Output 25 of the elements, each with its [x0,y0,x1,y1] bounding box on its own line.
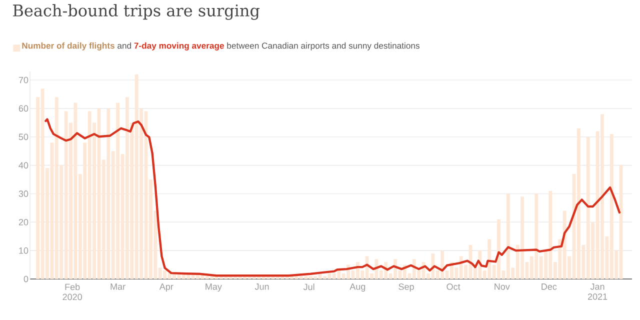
text: and [118,42,131,49]
x-tick-label: Mar [110,284,126,290]
x-tick-label: Oct [446,284,460,290]
x-tick-label: Jul [303,284,314,290]
chart-title: Beach-bound trips are surging [13,4,260,20]
x-tick-label: Jan 2021 [588,284,608,300]
y-tick-label: 20 [18,218,28,226]
x-tick-label: Apr [159,284,174,292]
y-tick-label: 70 [18,76,28,84]
x-tick-label: Dec [542,284,557,290]
x-tick-label: Feb 2020 [62,284,82,300]
x-tick-label: Sep [398,284,414,292]
legend-label: Number of daily flights [22,42,114,50]
x-tick-label: May [206,284,222,292]
y-tick-label: 50 [18,134,28,140]
y-tick-label: 10 [19,247,28,254]
chart-subtitle: between Canadian airports and sunny destinations [227,42,420,50]
x-tick-label: Jun [254,284,269,290]
y-tick-label: 60 [18,105,28,112]
y-tick-label: 0 [24,276,28,282]
y-tick-label: 40 [18,162,28,168]
x-tick-label: Nov [494,284,510,290]
x-tick-label: Aug [350,284,366,292]
y-tick-label: 30 [18,190,28,197]
text: 7-day moving average [134,42,224,50]
